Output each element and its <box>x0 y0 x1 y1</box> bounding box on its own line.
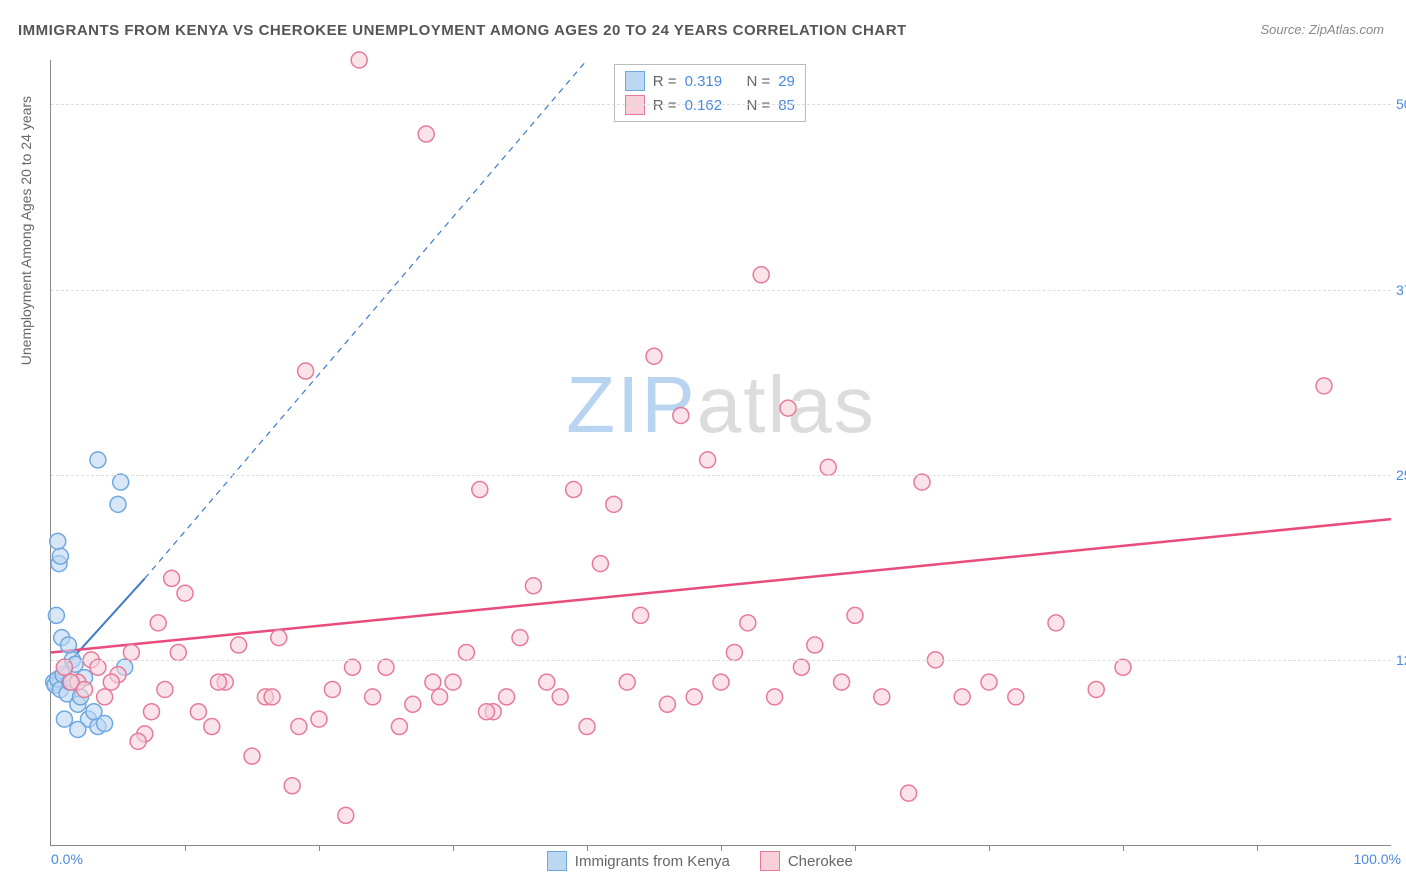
legend-item-cherokee: Cherokee <box>760 851 853 871</box>
source-label: Source: ZipAtlas.com <box>1260 22 1384 37</box>
x-tick-mark <box>319 845 320 851</box>
chart-svg <box>51 60 1391 845</box>
y-tick-label: 25.0% <box>1396 467 1406 483</box>
x-tick-mark <box>721 845 722 851</box>
legend: Immigrants from Kenya Cherokee <box>547 851 853 871</box>
legend-item-kenya: Immigrants from Kenya <box>547 851 730 871</box>
y-tick-label: 12.5% <box>1396 652 1406 668</box>
x-axis-max-label: 100.0% <box>1354 851 1401 867</box>
chart-title: IMMIGRANTS FROM KENYA VS CHEROKEE UNEMPL… <box>18 22 907 39</box>
x-axis-min-label: 0.0% <box>51 851 83 867</box>
gridline-h <box>51 475 1391 476</box>
stats-box: R = 0.319 N = 29 R = 0.162 N = 85 <box>614 64 806 122</box>
legend-label-kenya: Immigrants from Kenya <box>575 853 730 870</box>
stat-N-kenya: 29 <box>778 73 795 90</box>
legend-swatch-cherokee <box>760 851 780 871</box>
stat-N-label: N = <box>746 73 770 90</box>
gridline-h <box>51 104 1391 105</box>
gridline-h <box>51 660 1391 661</box>
legend-swatch-kenya <box>547 851 567 871</box>
y-axis-label: Unemployment Among Ages 20 to 24 years <box>18 96 34 365</box>
gridline-h <box>51 290 1391 291</box>
stats-row-kenya: R = 0.319 N = 29 <box>625 69 795 93</box>
x-tick-mark <box>1257 845 1258 851</box>
stat-R-kenya: 0.319 <box>685 73 723 90</box>
stat-R-label: R = <box>653 73 677 90</box>
swatch-kenya <box>625 71 645 91</box>
x-tick-mark <box>989 845 990 851</box>
y-tick-label: 37.5% <box>1396 282 1406 298</box>
x-tick-mark <box>1123 845 1124 851</box>
legend-label-cherokee: Cherokee <box>788 853 853 870</box>
plot-area: ZIPatlas R = 0.319 N = 29 R = 0.162 N = … <box>50 60 1391 846</box>
x-tick-mark <box>587 845 588 851</box>
x-tick-mark <box>185 845 186 851</box>
x-tick-mark <box>453 845 454 851</box>
y-tick-label: 50.0% <box>1396 96 1406 112</box>
x-tick-mark <box>855 845 856 851</box>
